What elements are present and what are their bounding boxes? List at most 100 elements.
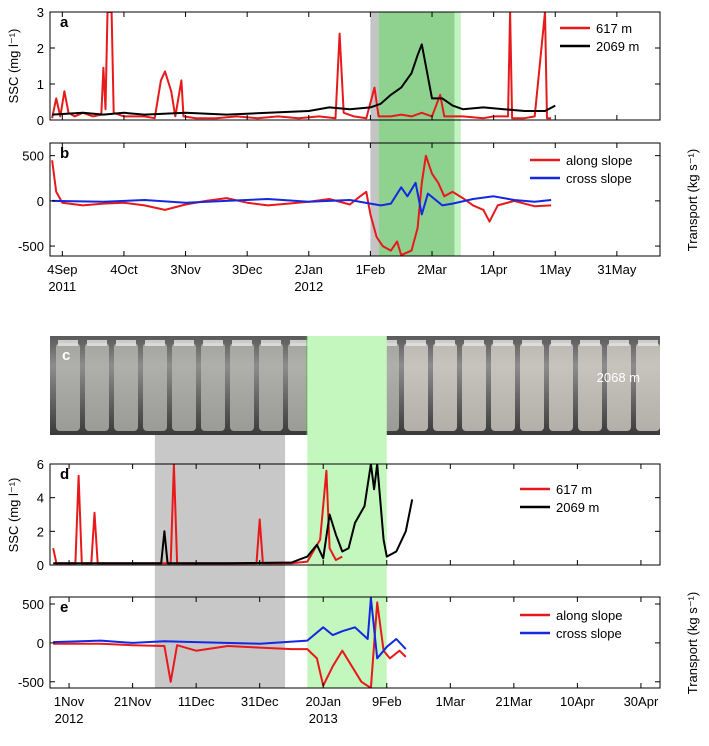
bottle-cap [203, 340, 223, 346]
bottle [491, 343, 515, 431]
axes-frame [49, 463, 661, 566]
bottle-cap [290, 340, 310, 346]
x-tick-label: 1Feb [356, 262, 386, 277]
y-tick-label: 1 [37, 77, 44, 92]
y-tick-label: -500 [18, 239, 44, 254]
x-tick-label: 21Mar [495, 694, 533, 709]
x-tick-label: 10Apr [560, 694, 595, 709]
bottle-cap [435, 340, 455, 346]
panel-label: e [60, 599, 68, 616]
legend-label: 617 m [556, 482, 592, 497]
x-tick-label: 2Mar [417, 262, 447, 277]
bottle [114, 343, 138, 431]
bottle [578, 343, 602, 431]
bottle [607, 343, 631, 431]
panel-label: a [60, 14, 69, 31]
y-tick-label: 6 [37, 457, 44, 472]
photo-annotation: 2068 m [597, 370, 640, 385]
data-line [53, 601, 407, 688]
x-tick-label: 2Jan [295, 262, 323, 277]
plot-area [51, 12, 556, 120]
bottle-cap [638, 340, 658, 346]
x-tick-label: 3Dec [232, 262, 263, 277]
bottle [549, 343, 573, 431]
y-tick-label: 2 [37, 41, 44, 56]
legend-label: 2069 m [556, 500, 599, 515]
x-tick-label: 1Apr [480, 262, 508, 277]
bottle-cap [232, 340, 252, 346]
bottle-cap [116, 340, 136, 346]
data-line [53, 464, 414, 565]
bottle [85, 343, 109, 431]
x-tick-label: 21Nov [114, 694, 152, 709]
bottle-cap [58, 340, 78, 346]
x-year-label: 2012 [55, 711, 84, 726]
y-tick-label: 0 [37, 636, 44, 651]
bottle-cap [261, 340, 281, 346]
x-tick-label: 1Mar [436, 694, 466, 709]
y-tick-label: -500 [18, 675, 44, 690]
x-tick-label: 3Nov [170, 262, 201, 277]
axes-frame [49, 11, 661, 121]
x-tick-label: 1May [539, 262, 571, 277]
bottle-cap [580, 340, 600, 346]
x-tick-label: 20Jan [306, 694, 341, 709]
y-tick-label: 500 [22, 149, 44, 164]
bottle-cap [464, 340, 484, 346]
x-tick-label: 4Oct [110, 262, 138, 277]
bottle [230, 343, 254, 431]
bottle-cap [551, 340, 571, 346]
bottle [462, 343, 486, 431]
x-tick-label: 9Feb [372, 694, 402, 709]
bottle [172, 343, 196, 431]
axes-frame [49, 142, 661, 257]
legend-label: along slope [566, 153, 633, 168]
bottle-cap [87, 340, 107, 346]
y-axis-label: Transport (kg s⁻¹) [685, 592, 700, 694]
bottle [201, 343, 225, 431]
legend-label: cross slope [566, 171, 632, 186]
y-tick-label: 2 [37, 524, 44, 539]
bottle [433, 343, 457, 431]
shaded-period [378, 12, 455, 256]
x-tick-label: 30Apr [624, 694, 659, 709]
y-tick-label: 500 [22, 597, 44, 612]
y-tick-label: 0 [37, 194, 44, 209]
panel-label: b [60, 145, 69, 162]
y-tick-label: 0 [37, 113, 44, 128]
x-year-label: 2011 [48, 279, 76, 294]
data-line [53, 597, 407, 660]
x-tick-label: 31May [597, 262, 637, 277]
panel-label: c [62, 347, 70, 364]
y-tick-label: 3 [37, 5, 44, 20]
y-axis-label: SSC (mg l⁻¹) [6, 478, 21, 553]
data-line [52, 464, 343, 565]
shaded-period [370, 12, 379, 256]
x-tick-label: 4Sep [47, 262, 77, 277]
bottle [636, 343, 660, 431]
shaded-period [454, 12, 461, 256]
y-tick-label: 4 [37, 491, 44, 506]
data-line [52, 43, 556, 116]
bottle-cap [609, 340, 629, 346]
bottle-cap [174, 340, 194, 346]
bottle-cap [522, 340, 542, 346]
legend-label: 617 m [596, 21, 632, 36]
bottle-cap [377, 340, 397, 346]
y-axis-label: SSC (mg l⁻¹) [6, 29, 21, 104]
data-line [51, 12, 552, 120]
legend-label: 2069 m [596, 39, 639, 54]
plot-area [52, 464, 414, 565]
bottle [404, 343, 428, 431]
x-tick-label: 11Dec [178, 694, 215, 709]
bottle [259, 343, 283, 431]
y-axis-label: Transport (kg s⁻¹) [685, 149, 700, 251]
bottle-cap [406, 340, 426, 346]
x-tick-label: 1Nov [54, 694, 85, 709]
x-tick-label: 31Dec [241, 694, 279, 709]
plot-area [51, 154, 552, 256]
x-year-label: 2013 [309, 711, 338, 726]
data-line [52, 181, 552, 216]
legend-label: along slope [556, 608, 623, 623]
